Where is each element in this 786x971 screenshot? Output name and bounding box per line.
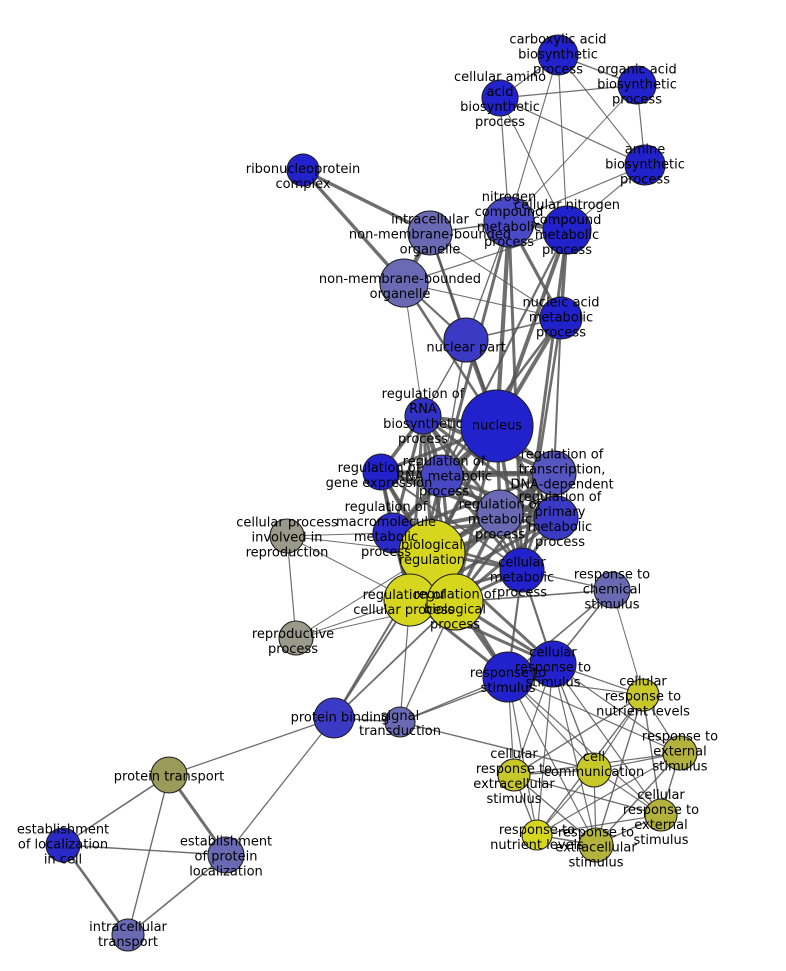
graph-edge [552, 663, 662, 816]
graph-edge [642, 694, 662, 816]
graph-edge [429, 232, 562, 319]
graph-edge [508, 54, 559, 223]
graph-node[interactable] [593, 571, 631, 609]
graph-node[interactable] [521, 819, 553, 851]
graph-node[interactable] [269, 518, 305, 554]
graph-node[interactable] [384, 706, 416, 738]
graph-edge [557, 54, 646, 166]
graph-node[interactable] [539, 296, 583, 340]
graph-node[interactable] [644, 798, 678, 832]
graph-edge [301, 168, 432, 235]
graph-edge [508, 84, 638, 223]
graph-edge [595, 694, 644, 846]
graph-node[interactable] [379, 258, 429, 308]
graph-node[interactable] [45, 827, 81, 863]
graph-edge [168, 717, 335, 776]
graph-node[interactable] [286, 153, 320, 187]
graph-node[interactable] [531, 450, 577, 496]
graph-edge [553, 317, 562, 474]
graph-edge [513, 774, 597, 846]
graph-edge [507, 676, 681, 754]
graph-node[interactable] [626, 678, 660, 712]
graph-node[interactable] [404, 397, 442, 435]
graph-edge [513, 694, 644, 776]
graph-node[interactable] [481, 79, 519, 117]
graph-edge [399, 721, 595, 771]
graph-node[interactable] [537, 34, 579, 76]
graph-node[interactable] [313, 697, 355, 739]
graph-node[interactable] [533, 495, 579, 541]
graph-edge [513, 774, 662, 816]
graph-edge [379, 470, 556, 475]
graph-node[interactable] [482, 651, 534, 703]
graph-node[interactable] [617, 65, 657, 105]
graph-edge [403, 229, 568, 284]
graph-edge [507, 676, 538, 836]
graph-node[interactable] [362, 453, 400, 491]
graph-edge [403, 282, 562, 319]
graph-edge [499, 84, 638, 99]
node-layer [45, 34, 698, 952]
graph-node[interactable] [624, 144, 666, 186]
graph-edge [499, 97, 568, 231]
graph-edge [421, 414, 524, 572]
graph-node[interactable] [207, 836, 245, 874]
graph-node[interactable] [662, 735, 698, 771]
graph-edge [127, 774, 170, 936]
graph-node[interactable] [542, 205, 592, 255]
graph-edge [127, 854, 227, 936]
graph-edge [536, 752, 681, 836]
graph-edge [61, 843, 130, 937]
graph-edge [301, 168, 406, 285]
graph-edge [552, 663, 681, 754]
edge-layer [61, 54, 681, 937]
graph-node[interactable] [476, 489, 524, 537]
graph-node[interactable] [483, 196, 535, 248]
graph-edge [507, 676, 597, 846]
graph-edge [62, 844, 227, 856]
graph-node[interactable] [578, 827, 614, 863]
graph-edge [552, 663, 597, 846]
graph-node[interactable] [499, 547, 545, 593]
graph-edge [62, 774, 170, 846]
graph-edge [536, 663, 554, 836]
graph-node[interactable] [443, 317, 489, 363]
graph-node[interactable] [497, 758, 531, 792]
graph-node[interactable] [460, 389, 534, 463]
graph-edge [379, 470, 558, 520]
graph-node[interactable] [426, 573, 484, 631]
graph-node[interactable] [278, 620, 314, 656]
graph-node[interactable] [420, 454, 464, 498]
graph-edge [557, 54, 568, 231]
graph-edge [520, 316, 563, 572]
graph-edge [225, 717, 335, 856]
graph-edge [536, 814, 662, 836]
graph-node[interactable] [111, 918, 145, 952]
graph-node[interactable] [407, 210, 453, 256]
graph-node[interactable] [150, 756, 188, 794]
graph-node[interactable] [529, 640, 577, 688]
graph-edge [499, 97, 646, 166]
graph-node[interactable] [576, 752, 612, 788]
